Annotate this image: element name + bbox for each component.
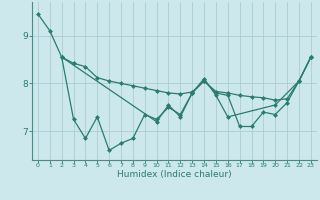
X-axis label: Humidex (Indice chaleur): Humidex (Indice chaleur) bbox=[117, 170, 232, 179]
